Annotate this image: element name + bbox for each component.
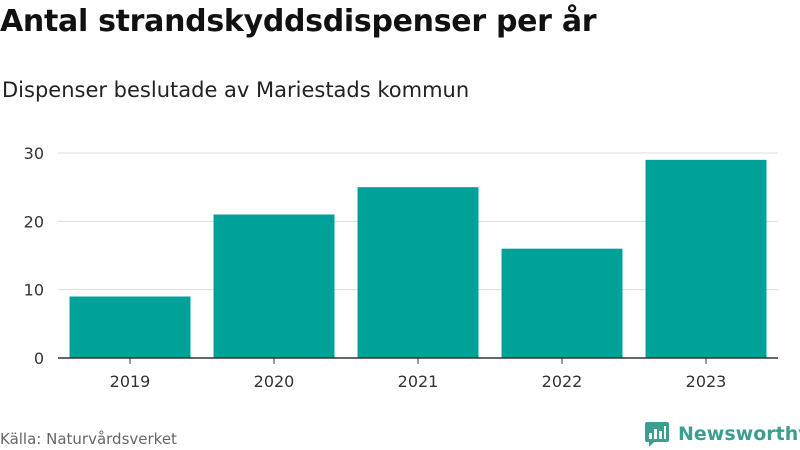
source-note: Källa: Naturvårdsverket <box>0 430 177 448</box>
x-tick-label: 2021 <box>398 372 439 391</box>
y-tick-label: 30 <box>24 144 44 163</box>
y-tick-label: 20 <box>24 212 44 231</box>
chart-title: Antal strandskyddsdispenser per år <box>0 4 597 39</box>
bar <box>213 214 335 358</box>
bar <box>357 187 479 358</box>
x-tick-label: 2023 <box>686 372 727 391</box>
x-tick-label: 2020 <box>254 372 295 391</box>
bar <box>501 248 623 358</box>
chart-subtitle: Dispenser beslutade av Mariestads kommun <box>2 78 470 102</box>
y-tick-label: 10 <box>24 281 44 300</box>
bar <box>645 159 767 358</box>
newsworthy-logo-icon <box>645 422 669 447</box>
x-tick-label: 2022 <box>542 372 583 391</box>
bar <box>69 296 191 358</box>
brand-logo: Newsworthy <box>644 420 800 448</box>
x-tick-label: 2019 <box>110 372 151 391</box>
y-tick-label: 0 <box>34 349 44 368</box>
brand-name: Newsworthy <box>678 423 800 445</box>
